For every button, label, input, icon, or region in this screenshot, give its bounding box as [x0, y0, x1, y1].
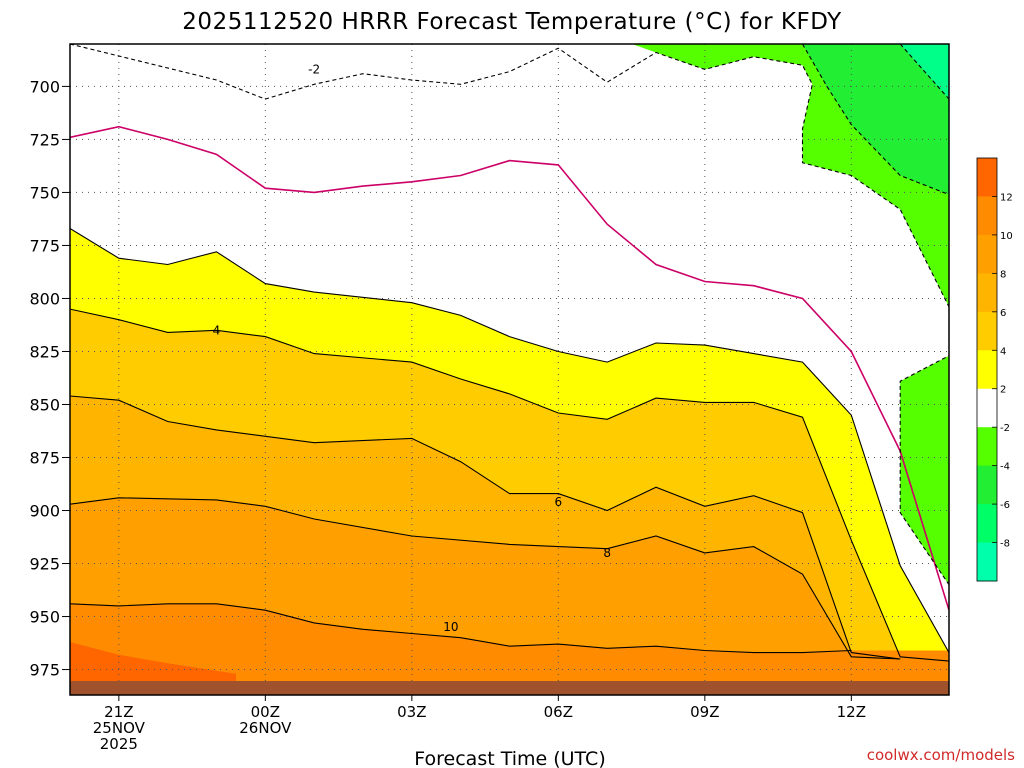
contour-8	[70, 497, 901, 660]
colorbar-bin	[977, 542, 997, 582]
colorbar-bin	[977, 504, 997, 544]
contour--6	[899, 44, 949, 112]
y-tick-label: 825	[29, 342, 60, 361]
x-tick-label: 2025	[100, 735, 138, 753]
x-tick-label: 25NOV	[93, 719, 146, 737]
chart-title: 2025112520 HRRR Forecast Temperature (°C…	[182, 9, 842, 35]
surface-ground-bar	[70, 681, 949, 695]
colorbar-bin	[977, 273, 997, 313]
y-tick-label: 750	[29, 183, 60, 202]
colorbar-label: 8	[1000, 269, 1006, 280]
colorbar-label: 2	[1000, 385, 1006, 396]
colorbar-label: 10	[1000, 231, 1013, 242]
colorbar-label: -6	[1000, 500, 1010, 511]
band-green-block	[631, 44, 949, 585]
y-tick-label: 800	[29, 289, 60, 308]
colorbar-bin	[977, 465, 997, 505]
colorbar-label: 12	[1000, 192, 1013, 203]
contour-label-6: 6	[555, 495, 563, 509]
temperature-bands	[70, 44, 949, 695]
colorbar-bin	[977, 427, 997, 467]
contour-label--2: -2	[308, 62, 320, 76]
band-lightgreen-block	[802, 44, 949, 195]
colorbar-label: -8	[1000, 539, 1010, 550]
colorbar-bin	[977, 311, 997, 351]
colorbar-bin	[977, 158, 997, 197]
contour-0	[70, 125, 949, 611]
band-8-10	[70, 603, 949, 695]
y-tick-label: 900	[29, 502, 60, 521]
y-tick-label: 725	[29, 130, 60, 149]
x-tick-label: 21Z	[104, 703, 133, 721]
colorbar-label: -4	[1000, 462, 1010, 473]
y-tick-label: 850	[29, 395, 60, 414]
x-tick-label: 12Z	[837, 703, 866, 721]
colorbar-bin	[977, 196, 997, 236]
x-tick-label: 26NOV	[239, 719, 292, 737]
colorbar-label: 6	[1000, 308, 1006, 319]
contour-label-10: 10	[443, 620, 458, 634]
x-axis-label: Forecast Time (UTC)	[414, 748, 605, 768]
colorbar: 12 10 8 6 4 2 -2 -4 -6 -8	[976, 157, 1013, 582]
contour-label-8: 8	[603, 546, 611, 560]
contour-2	[70, 228, 949, 653]
x-tick-label: 03Z	[397, 703, 426, 721]
contour-label-4: 4	[213, 323, 221, 337]
colorbar-bin	[977, 234, 997, 274]
y-tick-label: 875	[29, 449, 60, 468]
y-tick-label: 700	[29, 77, 60, 96]
x-tick-label: 00Z	[251, 703, 280, 721]
x-tick-label: 06Z	[544, 703, 573, 721]
y-tick-label: 925	[29, 555, 60, 574]
contour-10	[70, 603, 852, 654]
contour-6	[70, 395, 901, 660]
colorbar-frame	[976, 157, 998, 582]
y-tick-label: 950	[29, 608, 60, 627]
contour-4	[70, 308, 949, 662]
colorbar-bin	[977, 350, 997, 390]
colorbar-label: -2	[1000, 423, 1010, 434]
band-teal-block	[900, 44, 949, 112]
y-tick-label: 775	[29, 236, 60, 255]
credit-text[interactable]: coolwx.com/models	[867, 746, 1015, 764]
colorbar-bin	[977, 388, 997, 428]
contour-lines: 10 8 6 4 -2	[70, 44, 949, 662]
plot-frame	[69, 43, 950, 696]
contour--2	[70, 44, 949, 586]
x-tick-label: 09Z	[690, 703, 719, 721]
colorbar-label: 4	[1000, 346, 1006, 357]
y-axis: 700 725 750 775 800 825 850 875 900 925 950 975	[29, 77, 70, 680]
y-tick-label: 975	[29, 661, 60, 680]
contour--4	[802, 44, 949, 196]
